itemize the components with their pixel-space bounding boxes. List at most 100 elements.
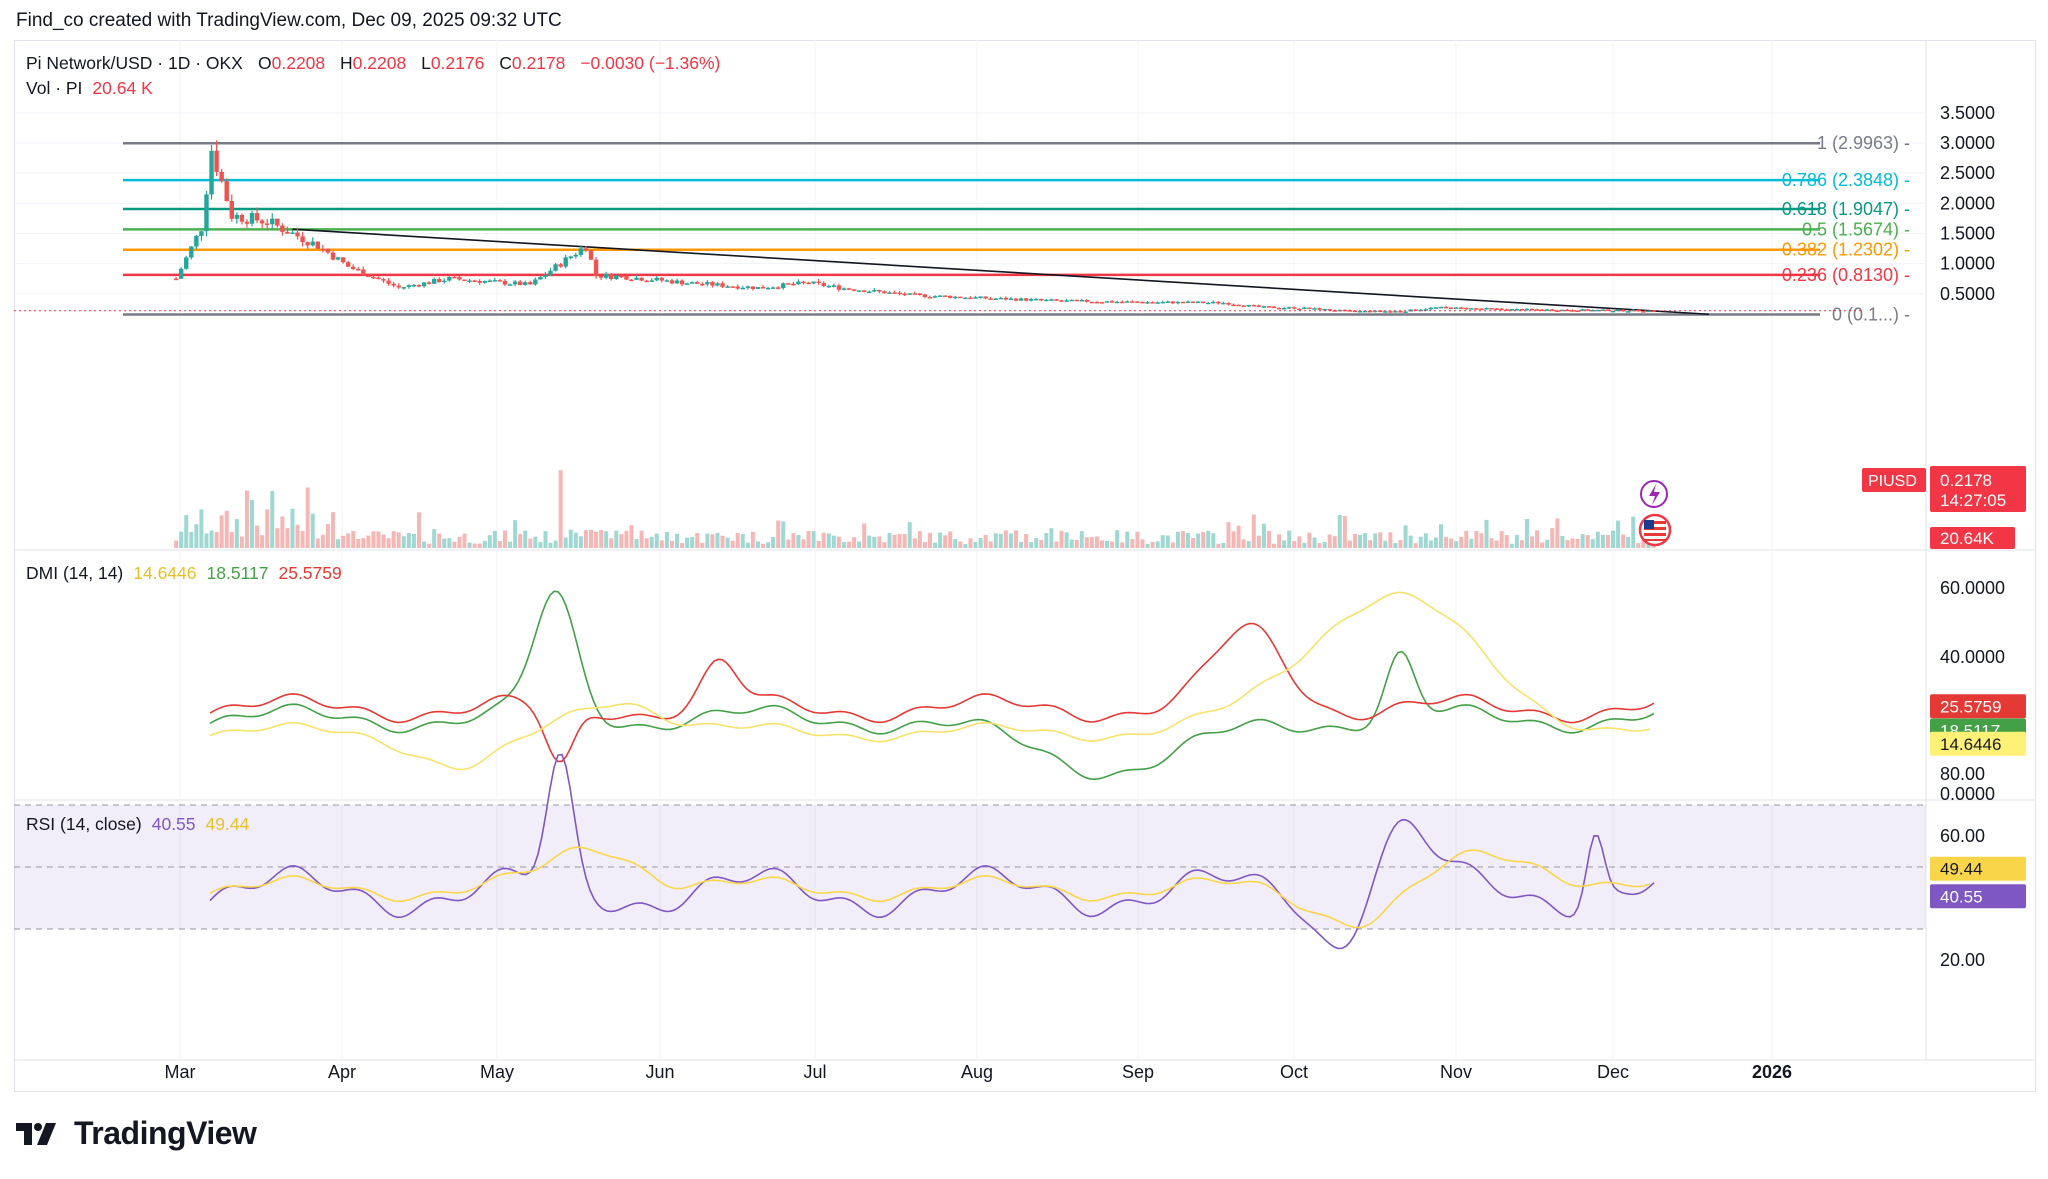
volume-bar	[1059, 530, 1064, 548]
trendline[interactable]	[292, 228, 1710, 316]
volume-bar	[1312, 537, 1317, 548]
volume-bar	[892, 534, 897, 548]
volume-bar	[811, 531, 816, 548]
volume-legend: Vol · PI 20.64 K	[26, 78, 153, 98]
rsi-axis-label: 60.00	[1940, 826, 1985, 846]
time-axis-label: Dec	[1597, 1062, 1629, 1082]
candle-body	[831, 285, 837, 287]
tradingview-logo[interactable]: TradingView	[16, 1115, 257, 1152]
volume-bar	[1029, 542, 1034, 548]
volume-bar	[968, 538, 973, 548]
volume-bar	[1069, 539, 1074, 548]
open-value: 0.2208	[272, 53, 326, 73]
candle-body	[538, 276, 543, 280]
candle-body	[1595, 309, 1601, 312]
candle-body	[497, 280, 503, 282]
candle-body	[1034, 298, 1039, 301]
volume-bar	[174, 540, 179, 548]
candle-body	[1362, 310, 1368, 313]
volume-bar	[300, 531, 305, 548]
change-value: −0.0030 (−1.36%)	[580, 53, 720, 73]
volume-bar	[1469, 538, 1474, 548]
candle-body	[1443, 306, 1449, 309]
volume-bar	[1125, 531, 1130, 548]
candle-body	[315, 241, 320, 249]
candle-body	[932, 296, 938, 298]
candle-body	[1008, 298, 1014, 301]
candle-body	[1266, 306, 1272, 308]
volume-bar	[998, 533, 1003, 548]
volume-bar	[320, 534, 325, 548]
us-flag-icon[interactable]	[1638, 513, 1672, 547]
volume-bar	[492, 530, 497, 548]
candle-body	[421, 282, 427, 287]
volume-bar	[275, 528, 280, 548]
candle-body	[593, 259, 599, 277]
volume-bar	[472, 543, 477, 548]
volume-bar	[1165, 535, 1170, 548]
candle-body	[725, 286, 730, 288]
indicator-badge-value: 14.6446	[1940, 735, 2001, 754]
symbol-title[interactable]: Pi Network/USD · 1D · OKX	[26, 53, 243, 73]
volume-bar	[1616, 520, 1621, 548]
volume-bar	[1565, 540, 1570, 548]
volume-bar	[467, 542, 472, 548]
rsi-value: 40.55	[152, 814, 196, 834]
dmi-axis-label: 40.0000	[1940, 647, 2005, 667]
volume-bar	[189, 531, 194, 548]
candle-body	[674, 280, 680, 284]
candle-body	[300, 236, 305, 243]
volume-bar	[1540, 542, 1545, 548]
volume-bar	[867, 535, 872, 548]
volume-bar	[1034, 538, 1039, 548]
candle-body	[1114, 301, 1120, 304]
volume-bar	[1504, 535, 1509, 548]
candle-body	[1448, 307, 1454, 309]
volume-bar	[179, 531, 184, 548]
candle-body	[1570, 310, 1575, 312]
candle-body	[973, 297, 978, 299]
time-axis-label: Nov	[1440, 1062, 1472, 1082]
candle-body	[1539, 309, 1545, 312]
volume-bar	[1307, 532, 1312, 548]
candle-body	[1367, 310, 1373, 313]
candle-body	[1590, 309, 1595, 312]
candle-body	[882, 291, 887, 294]
volume-bar	[1251, 514, 1256, 548]
candle-body	[340, 257, 346, 263]
volume-bar	[958, 541, 963, 548]
candle-body	[1211, 301, 1216, 304]
candle-body	[1140, 301, 1145, 304]
volume-bar	[948, 531, 953, 548]
candle-body	[639, 277, 644, 281]
volume-bar	[938, 532, 943, 548]
lightning-icon[interactable]	[1640, 480, 1668, 508]
price-candles	[14, 140, 1862, 313]
candle-body	[310, 241, 315, 246]
volume-bar	[1201, 531, 1206, 548]
volume-bar	[1231, 531, 1236, 548]
candle-body	[517, 281, 523, 286]
candle-body	[735, 286, 740, 289]
volume-bar	[351, 530, 356, 548]
candle-body	[502, 280, 508, 285]
volume-bar	[1403, 525, 1408, 548]
candle-body	[1529, 308, 1535, 311]
volume-bar	[239, 536, 244, 548]
candle-body	[507, 284, 513, 286]
volume-bar	[502, 530, 507, 548]
volume-bar	[882, 542, 887, 548]
volume-bar	[1003, 530, 1008, 548]
candle-body	[821, 282, 826, 287]
candle-body	[1246, 304, 1251, 307]
candle-body	[437, 279, 442, 283]
candle-body	[1109, 301, 1115, 303]
volume-bar	[543, 531, 548, 548]
dmi-adx-line	[209, 591, 1651, 771]
candle-body	[1125, 301, 1130, 303]
fibonacci-retracement[interactable]: 1 (2.9963) - 0.786 (2.3848) - 0.618 (1.904…	[123, 133, 1910, 325]
candle-body	[740, 287, 745, 290]
volume-bar	[594, 531, 599, 548]
candle-body	[917, 293, 923, 296]
